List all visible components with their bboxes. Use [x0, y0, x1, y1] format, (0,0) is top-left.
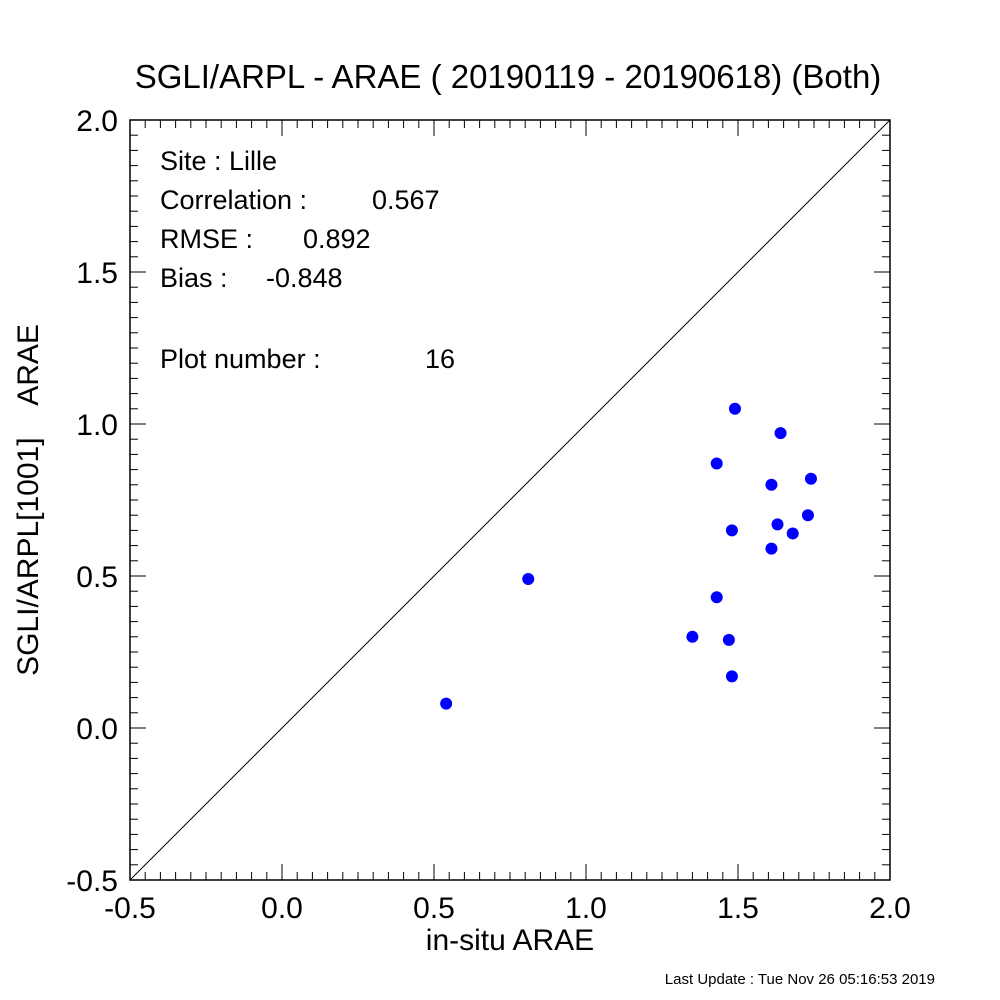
data-point [787, 527, 799, 539]
data-point [440, 698, 452, 710]
x-tick-label: 0.5 [413, 892, 455, 925]
data-point [765, 479, 777, 491]
stats-annotation: Site : Lille Correlation : 0.567 RMSE : … [160, 146, 455, 374]
y-tick-label: 2.0 [76, 105, 118, 138]
plot-number-value: 16 [425, 344, 455, 374]
data-point [775, 427, 787, 439]
data-point [772, 518, 784, 530]
x-tick-label: 1.5 [717, 892, 759, 925]
correlation-label: Correlation : [160, 185, 307, 215]
y-axis-label: SGLI/ARPL[1001] ARAE [12, 324, 45, 676]
correlation-value: 0.567 [372, 185, 440, 215]
site-text: Site : Lille [160, 146, 277, 176]
x-tick-label: 0.0 [261, 892, 303, 925]
y-tick-labels: -0.5 0.0 0.5 1.0 1.5 2.0 [66, 105, 118, 898]
rmse-label: RMSE : [160, 224, 253, 254]
data-point [522, 573, 534, 585]
x-tick-labels: -0.5 0.0 0.5 1.0 1.5 2.0 [104, 892, 911, 925]
y-tick-label: 0.5 [76, 561, 118, 594]
data-point [729, 403, 741, 415]
data-point [765, 543, 777, 555]
y-tick-label: 1.0 [76, 409, 118, 442]
data-points [440, 403, 817, 710]
data-point [711, 591, 723, 603]
bias-label: Bias : [160, 263, 228, 293]
x-axis-label: in-situ ARAE [426, 924, 594, 957]
data-point [726, 670, 738, 682]
rmse-value: 0.892 [303, 224, 371, 254]
y-tick-label: -0.5 [66, 865, 118, 898]
scatter-chart: SGLI/ARPL - ARAE ( 20190119 - 20190618) … [0, 0, 1000, 1000]
y-tick-label: 1.5 [76, 257, 118, 290]
data-point [686, 631, 698, 643]
y-tick-label: 0.0 [76, 713, 118, 746]
data-point [723, 634, 735, 646]
x-tick-label: 1.0 [565, 892, 607, 925]
data-point [726, 524, 738, 536]
last-update-text: Last Update : Tue Nov 26 05:16:53 2019 [665, 971, 935, 988]
x-tick-label: 2.0 [869, 892, 911, 925]
bias-value: -0.848 [266, 263, 343, 293]
data-point [805, 473, 817, 485]
chart-title: SGLI/ARPL - ARAE ( 20190119 - 20190618) … [135, 58, 882, 95]
data-point [711, 458, 723, 470]
plot-number-label: Plot number : [160, 344, 321, 374]
data-point [802, 509, 814, 521]
